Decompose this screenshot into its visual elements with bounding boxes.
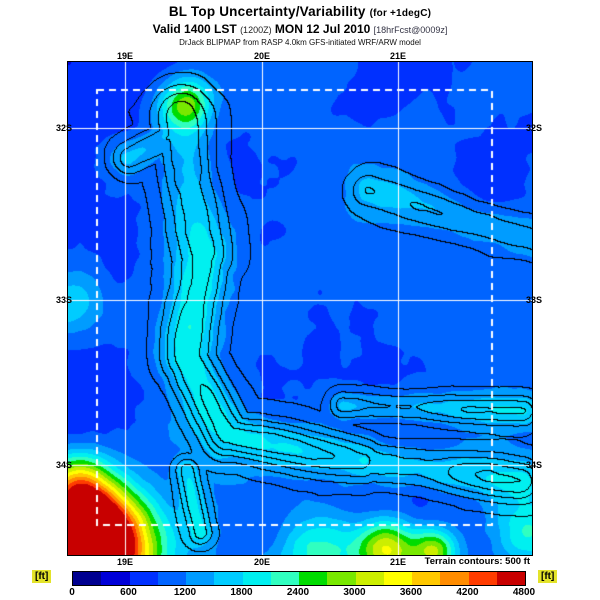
colorbar-segment <box>129 572 158 585</box>
colorbar-segment <box>327 572 356 585</box>
colorbar-segment <box>412 572 441 585</box>
unit-label-left: [ft] <box>32 570 52 583</box>
valid-zulu: (1200Z) <box>240 25 272 35</box>
colorbar-segment <box>270 572 299 585</box>
colorbar-tick-label: 0 <box>69 587 75 598</box>
lon-label-top-20e: 20E <box>253 51 271 61</box>
valid-time-line: Valid 1400 LST (1200Z) MON 12 Jul 2010 [… <box>0 22 600 36</box>
lat-label-right-33s: 33S <box>525 295 543 305</box>
colorbar-tick-label: 4800 <box>512 587 536 598</box>
chart-title-line: BL Top Uncertainty/Variability (for +1de… <box>0 4 600 19</box>
header: BL Top Uncertainty/Variability (for +1de… <box>0 4 600 47</box>
map-canvas <box>68 62 532 555</box>
colorbar-tick-label: 1200 <box>173 587 197 598</box>
lon-label-top-19e: 19E <box>116 51 134 61</box>
terrain-contours-note: Terrain contours: 500 ft <box>424 556 530 567</box>
lon-label-bottom-20e: 20E <box>253 557 271 567</box>
unit-label-right: [ft] <box>538 570 558 583</box>
colorbar-segment <box>157 572 186 585</box>
colorbar-tick-label: 4200 <box>456 587 479 598</box>
model-credit: DrJack BLIPMAP from RASP 4.0km GFS-initi… <box>179 38 421 47</box>
valid-time: Valid 1400 LST <box>152 22 237 36</box>
colorbar-tick-label: 1800 <box>230 587 253 598</box>
colorbar-segment <box>355 572 384 585</box>
colorbar-segment <box>383 572 412 585</box>
lat-label-left-34s: 34S <box>55 460 73 470</box>
colorbar-tick-label: 2400 <box>286 587 310 598</box>
colorbar <box>72 571 526 586</box>
map-frame <box>67 61 533 556</box>
colorbar-tick-label: 3600 <box>399 587 423 598</box>
lat-label-right-34s: 34S <box>525 460 543 470</box>
lon-label-bottom-21e: 21E <box>389 557 407 567</box>
colorbar-segment <box>186 572 215 585</box>
colorbar-segment <box>242 572 271 585</box>
colorbar-segment <box>440 572 469 585</box>
colorbar-segment <box>214 572 243 585</box>
colorbar-segment <box>496 572 525 585</box>
colorbar-tick-label: 3000 <box>343 587 366 598</box>
colorbar-segment <box>101 572 130 585</box>
lat-label-right-32s: 32S <box>525 123 543 133</box>
colorbar-segment <box>468 572 497 585</box>
colorbar-segment <box>299 572 328 585</box>
valid-date: MON 12 Jul 2010 <box>274 22 371 36</box>
lat-label-left-33s: 33S <box>55 295 73 305</box>
lon-label-top-21e: 21E <box>389 51 407 61</box>
chart-title-note: (for +1degC) <box>369 8 432 19</box>
lat-label-left-32s: 32S <box>55 123 73 133</box>
forecast-note: [18hrFcst@0009z] <box>373 25 448 35</box>
chart-title: BL Top Uncertainty/Variability <box>168 4 366 19</box>
colorbar-segment <box>73 572 102 585</box>
colorbar-tick-label: 600 <box>120 587 137 598</box>
lon-label-bottom-19e: 19E <box>116 557 134 567</box>
